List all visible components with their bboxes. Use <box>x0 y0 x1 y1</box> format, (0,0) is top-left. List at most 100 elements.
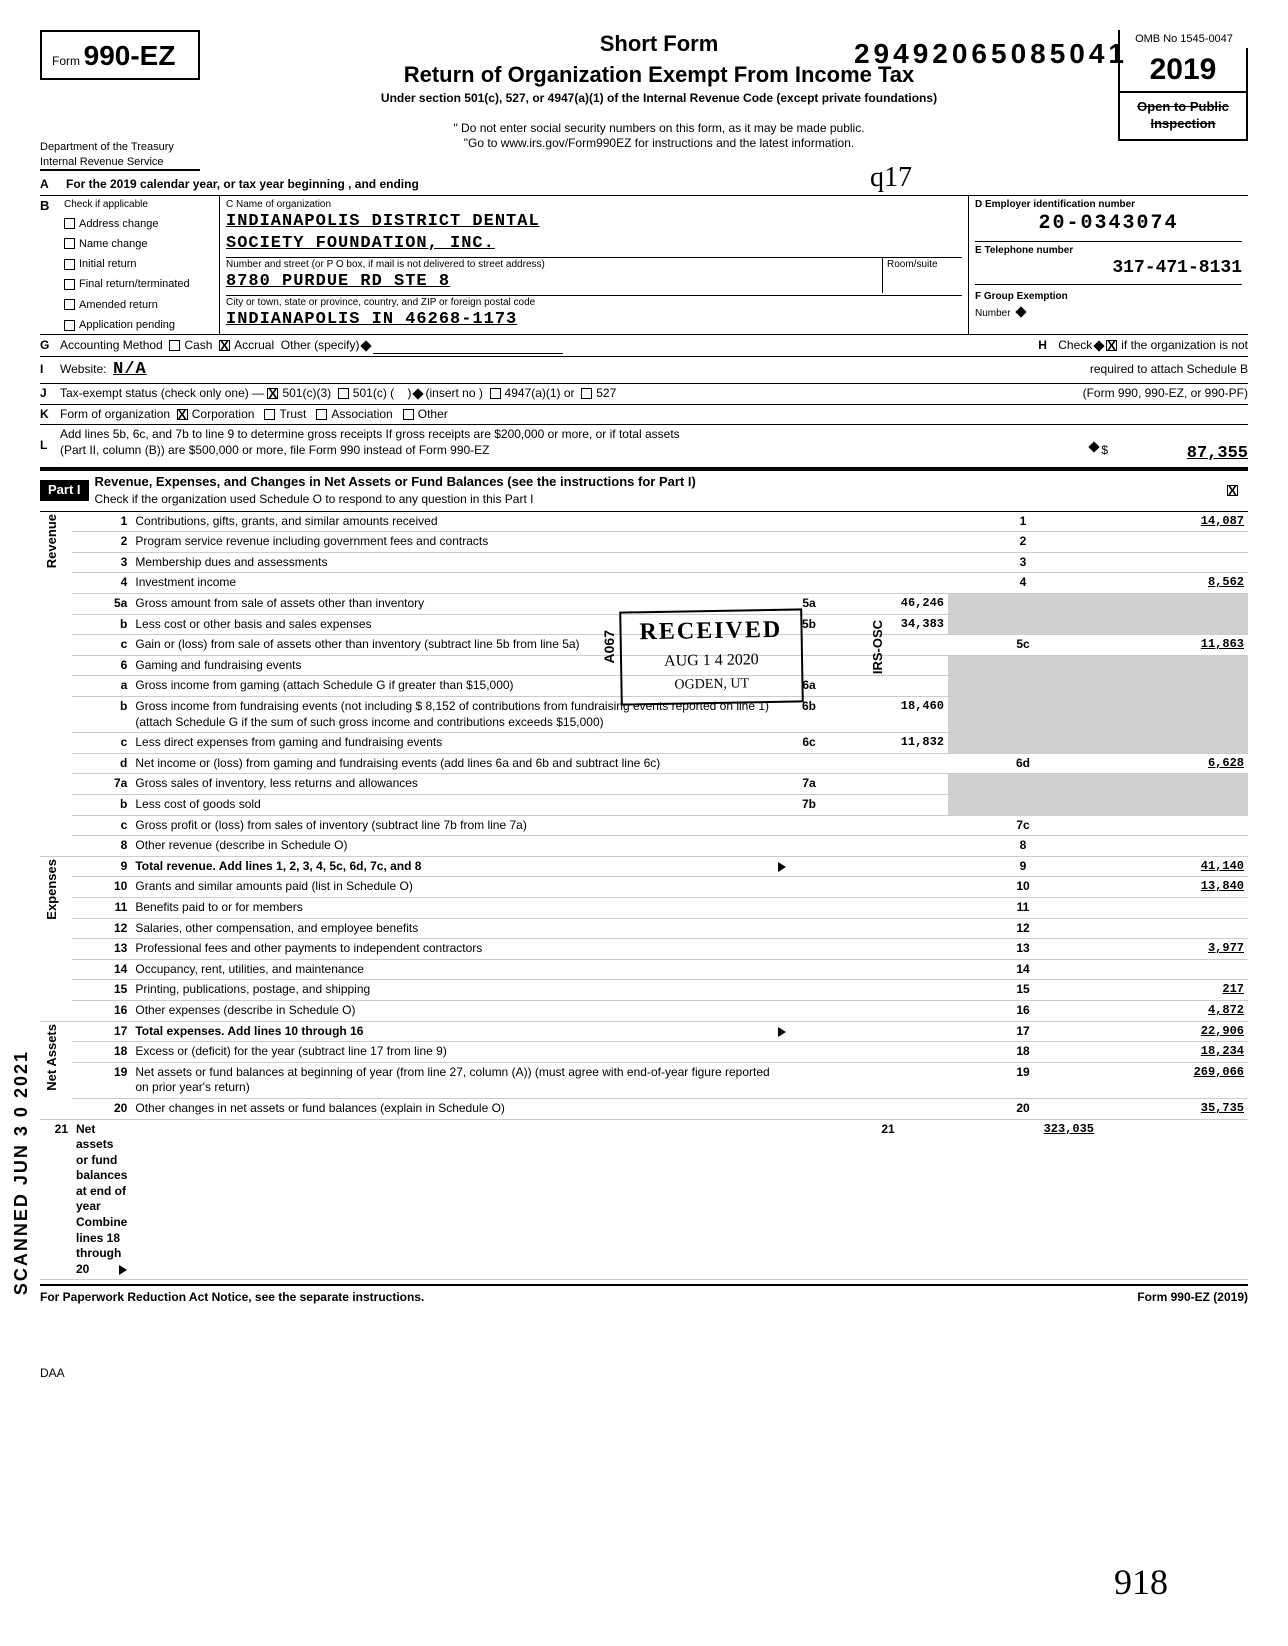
box-b-checkbox[interactable] <box>64 259 75 270</box>
box-b-checkbox[interactable] <box>64 279 75 290</box>
box-b-checkbox[interactable] <box>64 299 75 310</box>
box-e-label: E Telephone number <box>975 244 1242 257</box>
line-row: 12Salaries, other compensation, and empl… <box>40 918 1248 939</box>
corp-checkbox[interactable] <box>177 409 188 420</box>
line-h-checkbox[interactable] <box>1106 340 1117 351</box>
box-b-checkbox[interactable] <box>64 238 75 249</box>
line-row: cGross profit or (loss) from sales of in… <box>40 815 1248 836</box>
line-number: 13 <box>72 939 131 960</box>
handwritten-initials: q17 <box>870 160 912 196</box>
letter-l: L <box>40 438 60 454</box>
insert-no: (insert no ) <box>425 386 482 402</box>
line-description: Grants and similar amounts paid (list in… <box>131 877 790 898</box>
sub-line-number: 7a <box>790 774 828 795</box>
org-name-2: SOCIETY FOUNDATION, INC. <box>226 233 962 255</box>
line-h-text3: (Form 990, 990-EZ, or 990-PF) <box>1083 386 1248 402</box>
cash-checkbox[interactable] <box>169 340 180 351</box>
part-1-schedule-o-checkbox[interactable] <box>1227 485 1238 496</box>
amount-col-number: 18 <box>948 1042 1098 1063</box>
line-number: 21 <box>40 1119 72 1280</box>
line-number: 8 <box>72 836 131 857</box>
box-c-name-label: C Name of organization <box>226 198 962 211</box>
box-b-item: Amended return <box>64 298 215 312</box>
gross-receipts: 87,355 <box>1108 443 1248 465</box>
line-description: Salaries, other compensation, and employ… <box>131 918 790 939</box>
website-value: N/A <box>113 359 147 381</box>
line-number: 11 <box>72 897 131 918</box>
letter-g: G <box>40 338 60 354</box>
amount-col-number: 21 <box>828 1119 948 1280</box>
accrual-checkbox[interactable] <box>219 340 230 351</box>
501c-label: 501(c) ( <box>353 386 394 402</box>
4947-checkbox[interactable] <box>490 388 501 399</box>
amount-value <box>1098 836 1248 857</box>
527-checkbox[interactable] <box>581 388 592 399</box>
amount-value: 269,066 <box>1098 1062 1248 1098</box>
amount-col-number: 5c <box>948 635 1098 656</box>
other-org-checkbox[interactable] <box>403 409 414 420</box>
assoc-checkbox[interactable] <box>316 409 327 420</box>
part-1-header: Part I Revenue, Expenses, and Changes in… <box>40 469 1248 512</box>
box-f-label2: Number <box>975 308 1011 319</box>
amount-col-number: 7c <box>948 815 1098 836</box>
amount-val-shaded <box>1098 594 1248 615</box>
line-row: Expenses9Total revenue. Add lines 1, 2, … <box>40 856 1248 877</box>
line-number: 19 <box>72 1062 131 1098</box>
cash-label: Cash <box>184 338 212 354</box>
trust-checkbox[interactable] <box>264 409 275 420</box>
line-number: b <box>72 795 131 816</box>
line-number: b <box>72 697 131 733</box>
line-description: Other changes in net assets or fund bala… <box>131 1098 790 1119</box>
line-row: 21Net assets or fund balances at end of … <box>40 1119 1248 1280</box>
handwritten-page: 918 <box>1114 1559 1168 1606</box>
sub-line-number: 7b <box>790 795 828 816</box>
header-right: OMB No 1545-0047 2019 Open to Public Ins… <box>1118 30 1248 141</box>
box-c-addr-label: Number and street (or P O box, if mail i… <box>226 258 882 271</box>
footer: For Paperwork Reduction Act Notice, see … <box>40 1284 1248 1306</box>
stamp-osc: IRS-OSC <box>870 620 887 674</box>
amount-value: 41,140 <box>1098 856 1248 877</box>
tax-year: 2019 <box>1118 48 1248 93</box>
other-label: Other (specify) <box>281 338 360 354</box>
box-b-checkbox[interactable] <box>64 320 75 331</box>
line-a-text: For the 2019 calendar year, or tax year … <box>66 177 419 193</box>
amount-col-number: 11 <box>948 897 1098 918</box>
open-public-1: Open to Public <box>1137 99 1229 114</box>
line-description: Occupancy, rent, utilities, and maintena… <box>131 959 790 980</box>
corp-label: Corporation <box>192 407 255 423</box>
footer-right: Form 990-EZ (2019) <box>1137 1290 1248 1306</box>
scanned-stamp: SCANNED JUN 3 0 2021 <box>10 1050 33 1295</box>
line-row: 16Other expenses (describe in Schedule O… <box>40 1000 1248 1021</box>
other-org-label: Other <box>418 407 448 423</box>
amount-val-shaded <box>1098 697 1248 733</box>
line-l-text1: Add lines 5b, 6c, and 7b to line 9 to de… <box>60 427 1248 443</box>
line-row: 14Occupancy, rent, utilities, and mainte… <box>40 959 1248 980</box>
footer-left: For Paperwork Reduction Act Notice, see … <box>40 1290 424 1306</box>
amount-col-number: 4 <box>948 573 1098 594</box>
line-description: Other expenses (describe in Schedule O) <box>131 1000 790 1021</box>
line-number: 2 <box>72 532 131 553</box>
received-date: AUG 1 4 2020 <box>640 650 783 673</box>
501c-paren: ) <box>407 386 411 402</box>
line-h-check: Check <box>1058 338 1092 354</box>
amount-value <box>1098 918 1248 939</box>
501c3-checkbox[interactable] <box>267 388 278 399</box>
letter-i: I <box>40 362 60 378</box>
diamond-icon <box>1016 307 1027 318</box>
501c-checkbox[interactable] <box>338 388 349 399</box>
part-1-label: Part I <box>40 480 89 501</box>
amount-col-number: 13 <box>948 939 1098 960</box>
letter-k: K <box>40 407 60 423</box>
line-number: 4 <box>72 573 131 594</box>
line-description: Gross sales of inventory, less returns a… <box>131 774 790 795</box>
line-description: Net assets or fund balances at beginning… <box>131 1062 790 1098</box>
box-b-checkbox[interactable] <box>64 218 75 229</box>
line-number: c <box>72 815 131 836</box>
amount-val-shaded <box>1098 614 1248 635</box>
org-name-1: INDIANAPOLIS DISTRICT DENTAL <box>226 211 962 233</box>
amount-col-number: 19 <box>948 1062 1098 1098</box>
box-b-item: Initial return <box>64 257 215 271</box>
line-number: c <box>72 733 131 754</box>
line-h-text1: if the organization is not <box>1121 338 1248 354</box>
box-def: D Employer identification number 20-0343… <box>968 196 1248 335</box>
